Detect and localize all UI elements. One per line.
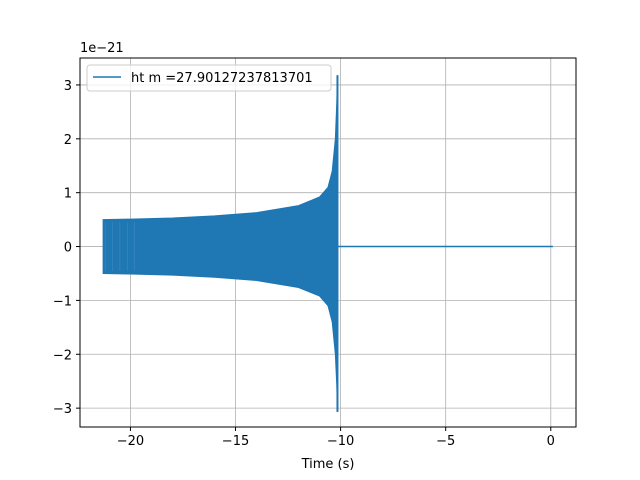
x-axis-label: Time (s) [301, 457, 355, 472]
y-tick-label: 0 [64, 241, 72, 256]
x-tick-label: −10 [327, 434, 354, 449]
x-tick-label: 0 [547, 434, 555, 449]
legend: ht m =27.90127237813701 [86, 64, 332, 92]
y-offset-label: 1e−21 [80, 41, 124, 56]
y-tick-label: 3 [64, 79, 72, 94]
x-tick-label: −15 [222, 434, 249, 449]
x-tick-label: −5 [436, 434, 455, 449]
y-tick-label: 2 [64, 133, 72, 148]
y-tick-label: 1 [64, 187, 72, 202]
y-tick-label: −1 [53, 294, 72, 309]
legend-box [86, 64, 332, 92]
y-tick-label: −2 [53, 348, 72, 363]
legend-label: ht m =27.90127237813701 [131, 71, 313, 86]
axes-frame [79, 57, 577, 428]
ticks: −20 −15 −10 −5 0 3 2 1 0 −1 −2 −3 [53, 79, 555, 449]
x-tick-label: −20 [117, 434, 144, 449]
waveform-envelope [102, 75, 338, 412]
y-tick-label: −3 [53, 402, 72, 417]
plot-area [102, 75, 553, 412]
